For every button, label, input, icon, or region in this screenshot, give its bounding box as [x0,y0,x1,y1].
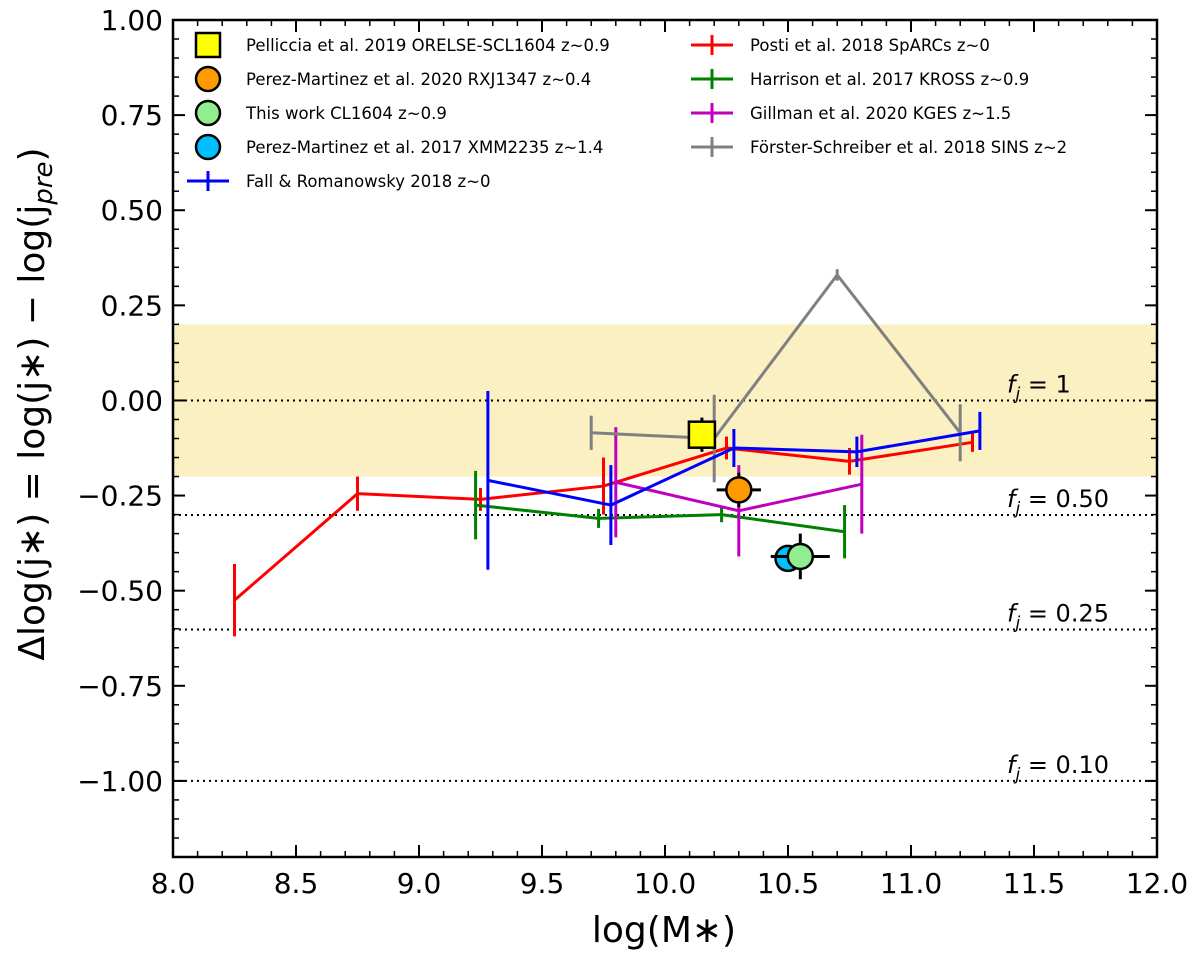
legend-entry: Gillman et al. 2020 KGES z~1.5 [691,103,1011,123]
y-tick-label: 0.75 [101,99,163,132]
y-tick-label: 0.00 [101,384,163,417]
legend-entry: Harrison et al. 2017 KROSS z~0.9 [691,69,1029,89]
y-tick-label: −0.75 [77,670,163,703]
series-line [475,503,845,534]
x-tick-label: 12.0 [1126,867,1188,900]
y-tick-label: −0.50 [77,575,163,608]
legend-label: Fall & Romanowsky 2018 z~0 [246,172,490,191]
y-tick-label: 1.00 [101,4,163,37]
axes-layer: 8.0 8.5 9.0 9.5 10.0 10.5 11.0 11.5 12.0 1.00 0.75… [77,4,1188,900]
series-layer [233,269,982,637]
legend-marker [194,31,222,59]
legend: Pelliccia et al. 2019 ORELSE-SCL1604 z~0… [187,31,1067,191]
marker-group [770,533,830,580]
reference-label-value: = 0.10 [1020,751,1109,779]
legend-entry: Perez-Martinez et al. 2020 RXJ1347 z~0.4 [194,65,591,93]
legend-entry: This work CL1604 z~0.9 [194,99,447,127]
series-group [486,390,982,570]
legend-label: Perez-Martinez et al. 2020 RXJ1347 z~0.4 [246,70,591,89]
marker-group [716,472,761,507]
legend-label: Harrison et al. 2017 KROSS z~0.9 [750,70,1029,89]
reference-label-sub: j [1013,765,1020,785]
data-point [687,420,717,449]
x-tick-label: 8.5 [274,867,319,900]
y-tick-label: 0.25 [101,289,163,322]
series-group [614,427,864,557]
series-group [474,470,847,559]
data-point [786,542,815,571]
reference-label-sub: j [1013,384,1020,404]
x-tick-label: 11.5 [1003,867,1065,900]
markers-layer [687,417,830,580]
legend-label: Pelliccia et al. 2019 ORELSE-SCL1604 z~0… [246,36,610,55]
y-tick-label: −1.00 [77,765,163,798]
reference-label-sub: j [1013,499,1020,519]
legend-marker [194,99,222,127]
y-axis-label-main: Δlog(j∗) = log(j∗) − log(j [12,205,53,661]
y-tick-label: −0.25 [77,480,163,513]
y-axis-label-close: ) [12,147,53,161]
y-tick-label: 0.50 [101,194,163,227]
legend-label: This work CL1604 z~0.9 [245,104,447,123]
x-tick-label: 11.0 [880,867,942,900]
reference-line-label: fj = 1 [1007,370,1071,404]
reference-line-label: fj = 0.50 [1007,485,1109,519]
legend-label: Förster-Schreiber et al. 2018 SINS z~2 [750,138,1067,157]
x-tick-label: 8.0 [151,867,196,900]
legend-marker [194,133,222,161]
marker-group [687,417,717,452]
series-line [591,273,962,440]
reference-line-label: fj = 0.25 [1007,599,1109,633]
y-axis-label-sub: pre [29,161,59,205]
legend-label: Gillman et al. 2020 KGES z~1.5 [750,104,1011,123]
x-tick-label: 10.0 [634,867,696,900]
legend-label: Perez-Martinez et al. 2017 XMM2235 z~1.4 [246,138,603,157]
legend-entry: Posti et al. 2018 SpARCs z~0 [691,35,990,55]
reference-label-value: = 1 [1020,370,1071,398]
data-point [725,476,753,504]
legend-marker [194,65,222,93]
reference-label-value: = 0.25 [1020,599,1109,627]
x-tick-label: 9.5 [520,867,565,900]
y-axis-label: Δlog(j∗) = log(j∗) − log(jpre) [12,147,59,660]
legend-entry: Förster-Schreiber et al. 2018 SINS z~2 [691,137,1067,157]
legend-entry: Pelliccia et al. 2019 ORELSE-SCL1604 z~0… [194,31,610,59]
x-tick-label: 9.0 [397,867,442,900]
legend-entry: Perez-Martinez et al. 2017 XMM2235 z~1.4 [194,133,603,161]
x-axis-label: log(M∗) [592,910,736,951]
reference-label-value: = 0.50 [1020,485,1109,513]
reference-label-sub: j [1013,613,1020,633]
legend-entry: Fall & Romanowsky 2018 z~0 [187,171,490,191]
legend-label: Posti et al. 2018 SpARCs z~0 [750,36,990,55]
x-tick-label: 10.5 [757,867,819,900]
